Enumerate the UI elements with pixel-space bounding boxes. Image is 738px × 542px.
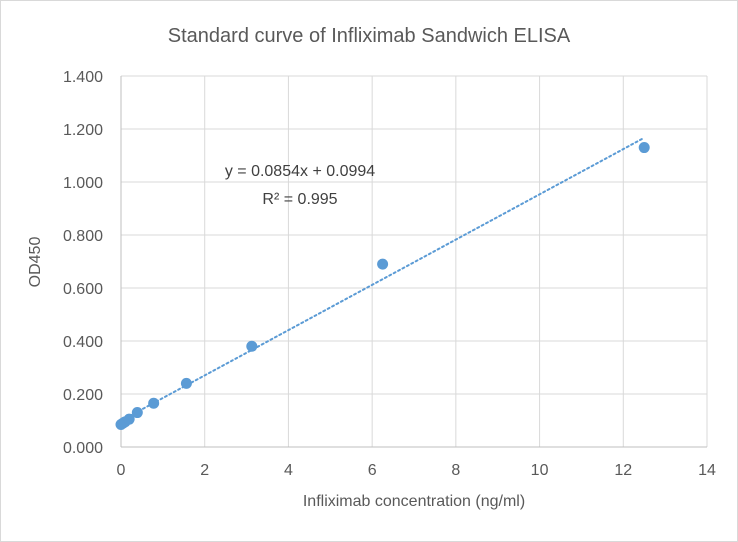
tick-labels: 0.000 0.200 0.400 0.600 0.800 1.000 1.200 1.400…	[63, 69, 716, 479]
trendline	[120, 136, 646, 422]
data-point	[638, 142, 650, 154]
trendline-equation: y = 0.0854x + 0.0994	[225, 163, 375, 180]
data-point	[131, 407, 143, 419]
y-tick-label: 0.600	[63, 281, 103, 298]
x-axis-label: Infliximab concentration (ng/ml)	[303, 493, 525, 510]
data-point	[180, 377, 192, 389]
data-point	[123, 413, 135, 425]
y-tick-label: 1.200	[63, 122, 103, 139]
data-point	[377, 258, 389, 270]
axes	[120, 76, 707, 448]
y-tick-label: 0.800	[63, 228, 103, 245]
y-tick-label: 0.200	[63, 387, 103, 404]
x-tick-label: 10	[531, 462, 549, 479]
x-tick-label: 8	[451, 462, 460, 479]
trendline-r2: R² = 0.995	[262, 191, 337, 208]
trendline-group	[120, 136, 646, 422]
x-tick-label: 4	[284, 462, 293, 479]
x-tick-label: 2	[200, 462, 209, 479]
data-points	[115, 142, 650, 430]
chart-title: Standard curve of Infliximab Sandwich EL…	[168, 25, 571, 47]
y-tick-label: 1.400	[63, 69, 103, 86]
y-axis-label: OD450	[27, 237, 44, 288]
x-tick-label: 12	[614, 462, 632, 479]
x-tick-label: 14	[698, 462, 716, 479]
y-tick-label: 0.000	[63, 440, 103, 457]
data-point	[246, 340, 258, 352]
gridlines	[121, 75, 708, 447]
x-tick-label: 6	[368, 462, 377, 479]
y-tick-label: 1.000	[63, 175, 103, 192]
data-point	[148, 397, 160, 409]
x-tick-label: 0	[117, 462, 126, 479]
y-tick-label: 0.400	[63, 334, 103, 351]
